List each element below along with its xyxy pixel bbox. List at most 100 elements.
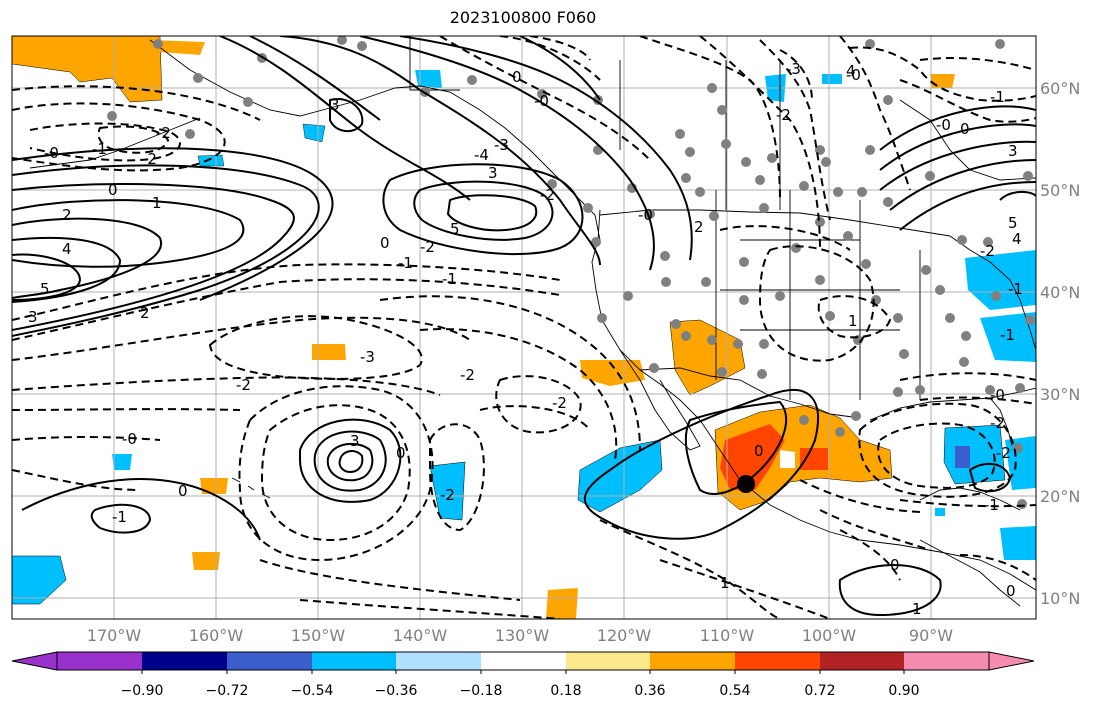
- lon-label-160w: 160°W: [189, 626, 244, 645]
- latitude-labels: 60°N 50°N 40°N 30°N 20°N 10°N: [1040, 79, 1080, 608]
- contour-label: -0: [44, 144, 59, 162]
- colorbar-tick-label: −0.36: [375, 683, 418, 699]
- shade-orange-sw: [192, 552, 220, 570]
- contour-label: 5: [450, 220, 460, 238]
- hudson: [899, 99, 1036, 181]
- lat-label-60n: 60°N: [1040, 79, 1080, 98]
- contour-label: 0: [396, 444, 406, 462]
- contour-label: 1: [848, 312, 858, 330]
- shade-blue-mid: [429, 461, 466, 521]
- map-title: 2023100800 F060: [449, 8, 597, 27]
- shade-red-mexico2: [800, 448, 828, 470]
- contour-label: -1: [990, 88, 1005, 106]
- us-mexico-border: [639, 367, 861, 419]
- shade-blue-small: [935, 508, 945, 516]
- shade-orange-bottom: [546, 588, 578, 619]
- shade-blue-east2: [980, 312, 1036, 362]
- contour-label: -2: [540, 186, 555, 204]
- colorbar-tick-label: 0.54: [719, 683, 750, 699]
- dashed-contours: [12, 36, 1036, 619]
- station-dots: [107, 36, 1035, 509]
- colorbar-segment: [735, 652, 820, 670]
- contour-label: 0: [178, 482, 188, 500]
- lon-label-120w: 120°W: [597, 626, 652, 645]
- shade-blue-canada2: [822, 74, 842, 84]
- contour-label: -2: [440, 486, 455, 504]
- contour-label: -2: [156, 124, 171, 142]
- contour-label: 0: [1006, 582, 1016, 600]
- baja: [619, 349, 701, 451]
- lat-label-30n: 30°N: [1040, 385, 1080, 404]
- contour-label: 0: [754, 442, 764, 460]
- contour-label: 2: [140, 304, 150, 322]
- solid-contours: [12, 36, 1036, 617]
- colorbar-tick-label: 0.36: [634, 683, 665, 699]
- contour-label: -0: [846, 66, 861, 84]
- contour-label: -0: [936, 116, 951, 134]
- lat-label-40n: 40°N: [1040, 283, 1080, 302]
- colorbar-segment: [142, 652, 227, 670]
- colorbar-ticks: [141, 670, 905, 674]
- colorbar-segment: [481, 652, 566, 670]
- shade-orange-pac: [312, 344, 346, 360]
- colorbar-frame: [56, 651, 990, 671]
- contour-label: 5: [1008, 214, 1018, 232]
- shade-blue-sw2: [12, 555, 67, 605]
- lon-label-130w: 130°W: [495, 626, 550, 645]
- contour-label: 5: [40, 280, 50, 298]
- contour-label: -1: [1008, 280, 1023, 298]
- colorbar-segment: [227, 652, 312, 670]
- contour-label: 3: [350, 432, 360, 450]
- contour-label: -2: [552, 394, 567, 412]
- contour-label: 1: [152, 194, 162, 212]
- contour-label: -2: [996, 444, 1011, 462]
- contour-label: 3: [28, 308, 38, 326]
- contour-label: -1: [984, 496, 999, 514]
- shade-blue-gulf-mex: [943, 424, 1006, 485]
- contour-label: 0: [512, 68, 522, 86]
- colorbar-tick-label: −0.54: [291, 683, 334, 699]
- colorbar-tick-label: −0.90: [121, 683, 164, 699]
- colorbar-tick-label: 0.72: [804, 683, 835, 699]
- colorbar-extend-high: [988, 651, 1035, 671]
- contour-label: -0: [990, 386, 1005, 404]
- shade-white-hole: [780, 450, 795, 468]
- contour-label: -2: [420, 238, 435, 256]
- colorbar-extend-low: [11, 651, 58, 671]
- contour-label: 0: [960, 120, 970, 138]
- contour-label: -2: [142, 150, 157, 168]
- lon-label-110w: 110°W: [700, 626, 755, 645]
- contour-label: 0: [380, 234, 390, 252]
- contour-label: -3: [786, 60, 801, 78]
- shade-orange-nw: [12, 36, 163, 103]
- state-lines: [409, 36, 921, 400]
- lon-label-140w: 140°W: [393, 626, 448, 645]
- colorbar-segment: [396, 652, 481, 670]
- colorbar-tick-label: −0.18: [460, 683, 503, 699]
- shade-orange-hawaii: [200, 478, 228, 494]
- coastlines: [29, 36, 1036, 607]
- contour-label: -3: [360, 348, 375, 366]
- colorbar-segment: [312, 652, 396, 670]
- shade-blue-se: [1000, 526, 1036, 560]
- shade-orange-top: [150, 40, 205, 55]
- lon-label-170w: 170°W: [87, 626, 142, 645]
- contour-label: 3: [330, 96, 340, 114]
- contour-label: -1: [112, 508, 127, 526]
- contour-label: -2: [776, 106, 791, 124]
- lat-label-20n: 20°N: [1040, 487, 1080, 506]
- shade-blue-sw: [197, 154, 225, 167]
- plot-background: [12, 36, 1036, 619]
- contour-label: -3: [494, 136, 509, 154]
- colorbar-segment: [566, 652, 650, 670]
- yucatan: [919, 487, 1021, 511]
- contour-label: -4: [474, 146, 489, 164]
- contour-label: 2: [694, 218, 704, 236]
- shade-blue-mex-pac: [577, 439, 663, 513]
- hawaii: [231, 477, 271, 499]
- colorbar-tick-label: 0.18: [550, 683, 581, 699]
- shade-blue-gulf: [415, 70, 442, 88]
- colorbar: −0.90 −0.72 −0.54 −0.36 −0.18 0.18 0.36 …: [11, 651, 1035, 699]
- contour-labels: 0 0 2 4 5 3 -2 -1 -2 3 3 -0 -0 -2 -1 1 2…: [28, 60, 1023, 618]
